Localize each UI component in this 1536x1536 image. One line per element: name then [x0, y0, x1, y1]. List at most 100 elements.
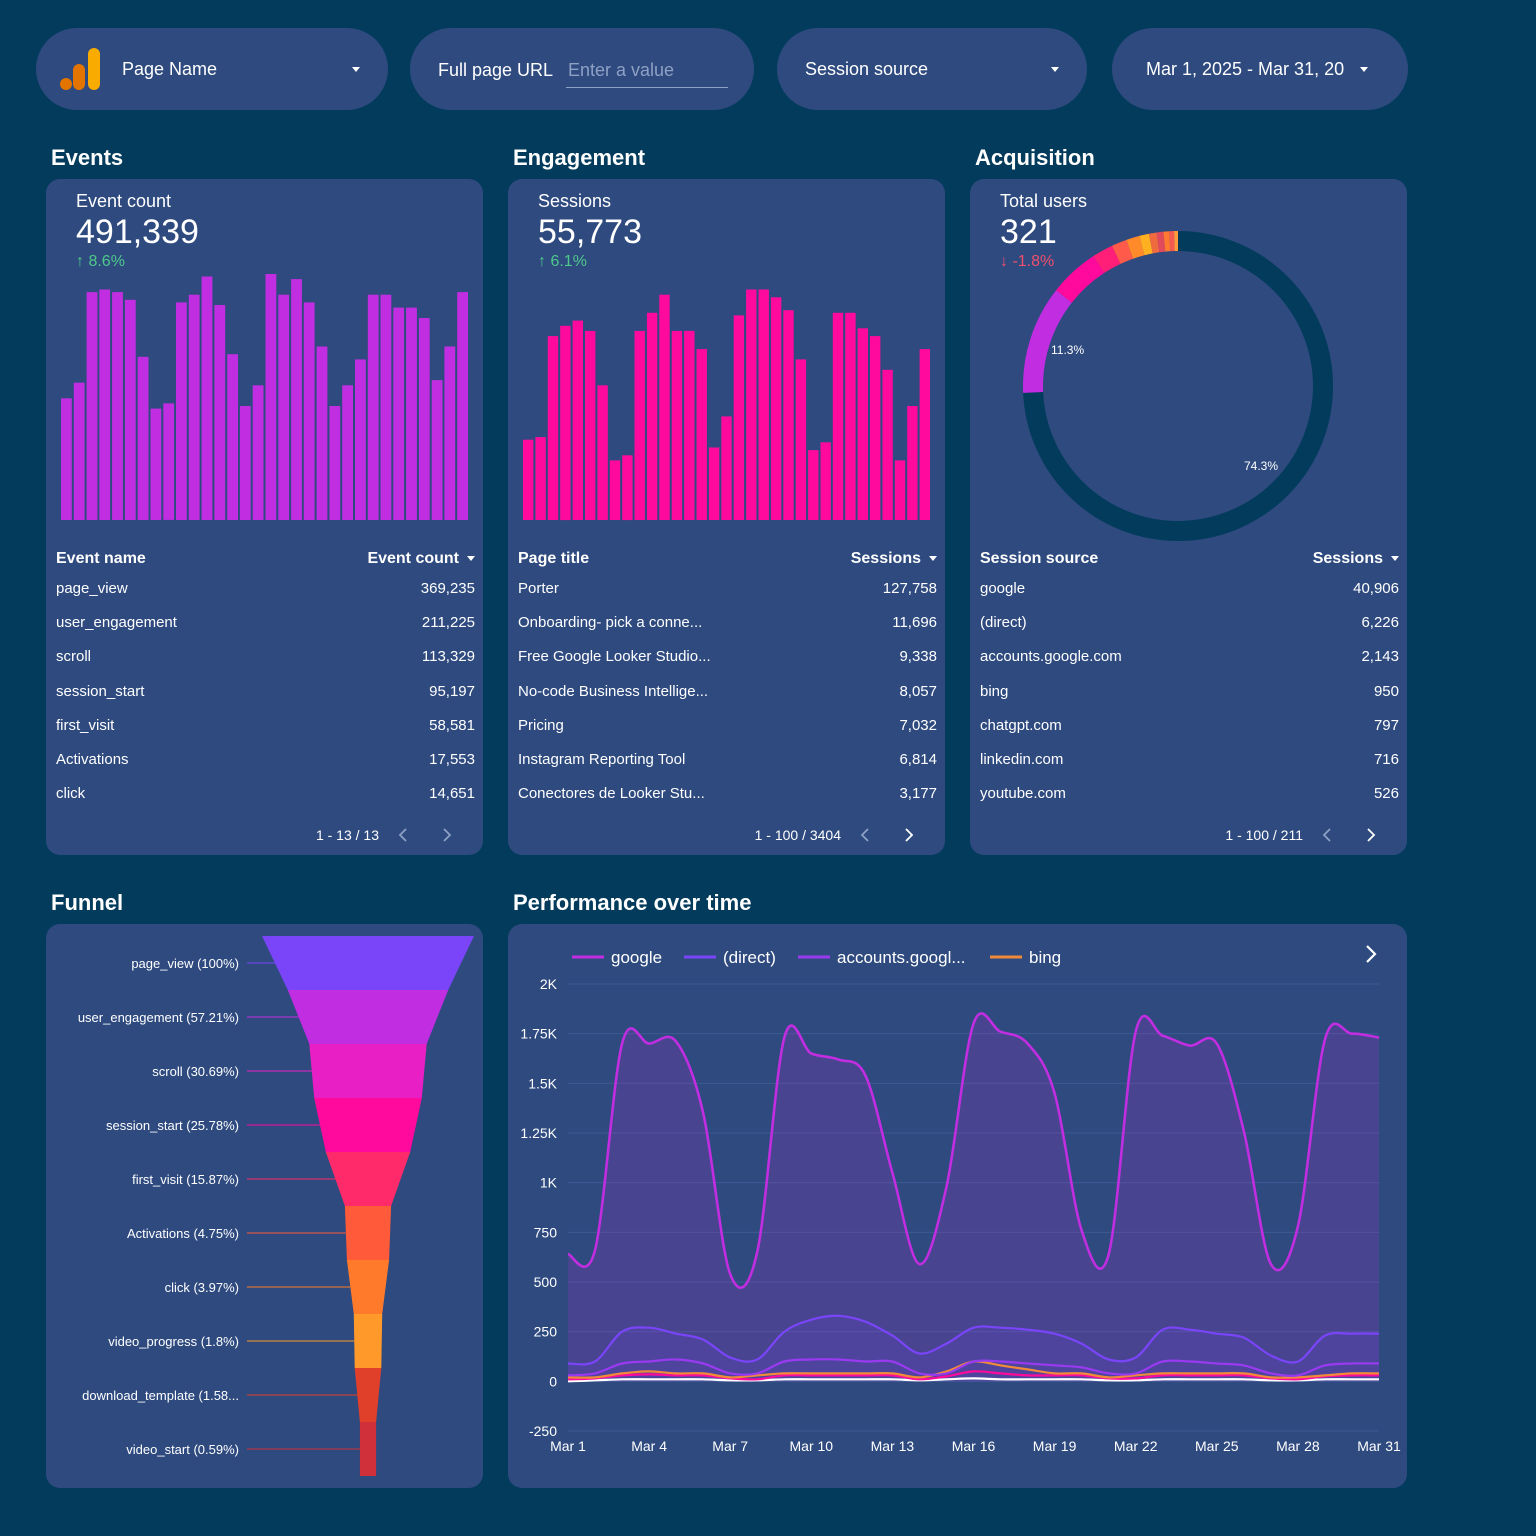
legend-entry[interactable]: (direct) — [723, 948, 776, 967]
events-bar[interactable] — [227, 354, 238, 520]
session-source-filter[interactable]: Session source — [777, 28, 1087, 110]
table-row[interactable]: No-code Business Intellige... 8,057 — [518, 682, 937, 700]
table-row[interactable]: bing 950 — [980, 682, 1399, 700]
engagement-bar[interactable] — [708, 447, 720, 521]
engagement-bar[interactable] — [523, 439, 534, 520]
events-bar[interactable] — [176, 302, 187, 520]
events-bar[interactable] — [265, 274, 277, 520]
events-bar[interactable] — [342, 385, 353, 520]
table-row[interactable]: google 40,906 — [980, 579, 1399, 597]
events-bar[interactable] — [291, 279, 302, 520]
engagement-bar[interactable] — [820, 442, 831, 520]
legend-entry[interactable]: accounts.googl... — [837, 948, 966, 967]
table-row[interactable]: (direct) 6,226 — [980, 613, 1399, 631]
engagement-bar[interactable] — [758, 289, 769, 521]
chevron-right-icon[interactable] — [427, 823, 467, 847]
chevron-left-icon[interactable] — [845, 823, 885, 847]
events-bar[interactable] — [329, 406, 341, 520]
engagement-bar[interactable] — [659, 294, 670, 520]
funnel-segment[interactable] — [359, 1422, 377, 1476]
engagement-bar[interactable] — [622, 455, 633, 521]
table-row[interactable]: session_start 95,197 — [56, 682, 475, 700]
date-range-filter[interactable]: Mar 1, 2025 - Mar 31, 20 — [1112, 28, 1408, 110]
events-bar[interactable] — [431, 380, 443, 520]
legend-next-icon[interactable] — [1364, 944, 1378, 964]
legend-entry[interactable]: bing — [1029, 948, 1061, 967]
events-bar[interactable] — [457, 292, 468, 520]
engagement-bar[interactable] — [919, 349, 930, 520]
table-row[interactable]: click 14,651 — [56, 785, 475, 803]
table-row[interactable]: page_view 369,235 — [56, 579, 475, 597]
series-line[interactable] — [567, 1314, 1380, 1366]
engagement-bar[interactable] — [560, 325, 571, 521]
table-row[interactable]: Instagram Reporting Tool 6,814 — [518, 751, 937, 769]
events-bar[interactable] — [214, 305, 226, 520]
donut-slice[interactable] — [1023, 290, 1072, 393]
series-line[interactable] — [567, 1370, 1380, 1381]
engagement-bar[interactable] — [795, 359, 807, 520]
full-page-url-input[interactable]: Enter a value — [566, 60, 728, 88]
donut-slice[interactable] — [1093, 245, 1121, 274]
donut-slice[interactable] — [1126, 235, 1145, 259]
funnel-segment[interactable] — [346, 1260, 390, 1314]
engagement-bar[interactable] — [535, 437, 546, 520]
chevron-left-icon[interactable] — [383, 823, 423, 847]
events-bar[interactable] — [112, 292, 123, 520]
engagement-bar[interactable] — [597, 385, 608, 520]
events-bar[interactable] — [73, 382, 85, 520]
sessions-column-header[interactable]: Sessions — [851, 550, 937, 568]
engagement-bar[interactable] — [609, 460, 621, 520]
table-row[interactable]: chatgpt.com 797 — [980, 716, 1399, 734]
series-line[interactable] — [567, 1358, 1380, 1377]
chevron-right-icon[interactable] — [889, 823, 929, 847]
donut-slice[interactable] — [1148, 232, 1160, 254]
engagement-bar[interactable] — [684, 330, 695, 520]
table-row[interactable]: Free Google Looker Studio... 9,338 — [518, 648, 937, 666]
events-bar[interactable] — [367, 294, 379, 520]
engagement-bar[interactable] — [572, 320, 583, 520]
funnel-segment[interactable] — [314, 1098, 422, 1152]
engagement-bar[interactable] — [696, 349, 707, 520]
events-bar[interactable] — [406, 307, 417, 520]
funnel-segment[interactable] — [353, 1314, 383, 1368]
donut-slice[interactable] — [1112, 239, 1134, 264]
chevron-left-icon[interactable] — [1307, 823, 1347, 847]
events-bar[interactable] — [163, 403, 175, 520]
funnel-segment[interactable] — [262, 936, 474, 990]
donut-slice[interactable] — [1156, 231, 1166, 253]
table-row[interactable]: first_visit 58,581 — [56, 716, 475, 734]
table-row[interactable]: Pricing 7,032 — [518, 716, 937, 734]
engagement-bar[interactable] — [646, 312, 658, 520]
events-bar[interactable] — [278, 294, 290, 520]
table-row[interactable]: Activations 17,553 — [56, 751, 475, 769]
engagement-bar[interactable] — [585, 330, 596, 520]
table-row[interactable]: scroll 113,329 — [56, 648, 475, 666]
engagement-bar[interactable] — [721, 416, 732, 520]
page-name-filter[interactable]: Page Name — [36, 28, 388, 110]
table-row[interactable]: Conectores de Looker Stu... 3,177 — [518, 785, 937, 803]
engagement-bar[interactable] — [870, 336, 881, 520]
events-bar[interactable] — [137, 356, 149, 520]
event-count-column-header[interactable]: Event count — [367, 550, 475, 568]
table-row[interactable]: Onboarding- pick a conne... 11,696 — [518, 613, 937, 631]
events-bar[interactable] — [201, 276, 213, 521]
engagement-bar[interactable] — [671, 330, 683, 520]
engagement-bar[interactable] — [857, 328, 868, 520]
funnel-segment[interactable] — [309, 1044, 427, 1098]
donut-slice[interactable] — [1139, 233, 1153, 256]
table-row[interactable]: user_engagement 211,225 — [56, 613, 475, 631]
engagement-bar[interactable] — [783, 310, 794, 520]
events-bar[interactable] — [239, 406, 251, 520]
funnel-segment[interactable] — [287, 990, 449, 1044]
events-bar[interactable] — [303, 302, 315, 520]
funnel-segment[interactable] — [325, 1152, 411, 1206]
table-row[interactable]: Porter 127,758 — [518, 579, 937, 597]
events-bar[interactable] — [316, 346, 328, 521]
table-row[interactable]: youtube.com 526 — [980, 785, 1399, 803]
engagement-bar[interactable] — [832, 312, 844, 520]
legend-entry[interactable]: google — [611, 948, 662, 967]
table-row[interactable]: accounts.google.com 2,143 — [980, 648, 1399, 666]
events-bar[interactable] — [61, 398, 72, 520]
events-bar[interactable] — [252, 385, 264, 520]
engagement-bar[interactable] — [770, 297, 782, 520]
